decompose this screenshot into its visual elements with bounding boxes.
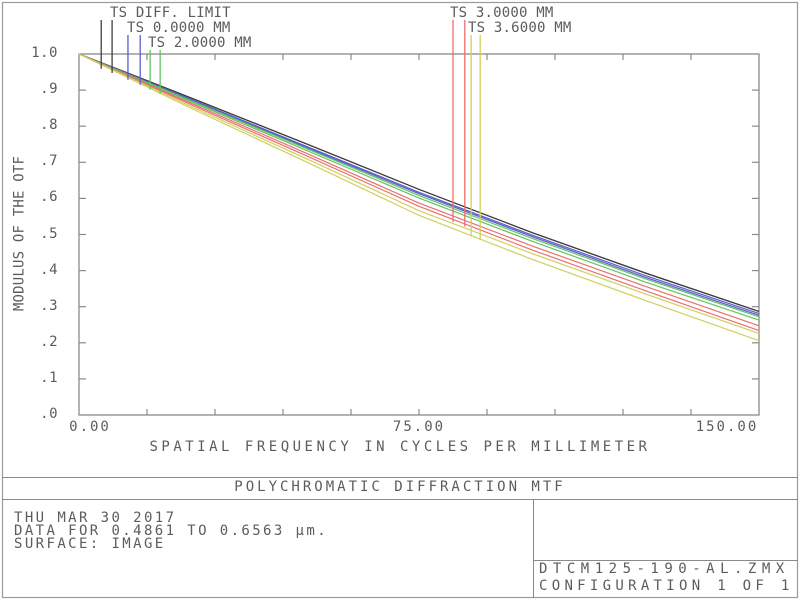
mtf-curve-t-ts-3-0000-mm [78, 53, 760, 327]
footer-right-divider [533, 560, 798, 561]
legend-label: TS 3.6000 MM [468, 20, 572, 36]
title-band-bottom-rule [2, 499, 798, 500]
mtf-curve-t-ts-3-6000-mm [78, 53, 760, 334]
mtf-curve-t-ts-0-0000-mm [78, 53, 760, 315]
legend-label: TS DIFF. LIMIT [110, 5, 231, 21]
footer-vertical-divider [533, 499, 534, 598]
legend-label: TS 2.0000 MM [148, 35, 252, 51]
plot-title: POLYCHROMATIC DIFFRACTION MTF [234, 479, 566, 495]
y-tick-label: .4 [40, 261, 58, 278]
mtf-curve-s-ts-3-0000-mm [78, 53, 760, 332]
y-tick-label: .6 [40, 189, 58, 206]
mtf-curve-s-ts-diff-limit [78, 53, 760, 312]
y-tick-label: .1 [40, 369, 58, 386]
footer-configuration: CONFIGURATION 1 OF 1 [539, 578, 794, 594]
mtf-curve-t-ts-2-0000-mm [78, 53, 760, 318]
y-tick-label: .7 [40, 153, 58, 170]
y-tick-label: .8 [40, 117, 58, 134]
y-axis-title: MODULUS OF THE OTF [11, 155, 28, 312]
x-tick-label: 150.00 [695, 419, 759, 435]
footer-surface: SURFACE: IMAGE [14, 536, 166, 552]
y-tick-label: 1.0 [31, 45, 58, 61]
y-tick-label: .5 [40, 225, 58, 242]
legend-label: TS 3.0000 MM [450, 5, 554, 21]
x-tick-label: 75.00 [392, 419, 446, 435]
y-tick-label: .9 [40, 81, 58, 98]
mtf-curve-s-ts-0-0000-mm [78, 53, 760, 316]
x-axis-title: SPATIAL FREQUENCY IN CYCLES PER MILLIMET… [149, 439, 651, 455]
legend-label: TS 0.0000 MM [127, 20, 231, 36]
x-tick-label: 0.00 [69, 419, 111, 435]
y-tick-label: .3 [40, 297, 58, 314]
mtf-curve-s-ts-3-6000-mm [78, 53, 760, 342]
y-tick-label: .2 [40, 333, 58, 350]
title-band-top-rule [2, 477, 798, 478]
footer-filename: DTCM125-190-AL.ZMX [539, 561, 790, 577]
footer-wavelength-range: DATA FOR 0.4861 TO 0.6563 µm. [14, 523, 329, 539]
footer-date: THU MAR 30 2017 [14, 510, 177, 526]
mtf-curve-s-ts-2-0000-mm [78, 53, 760, 321]
y-tick-label: .0 [40, 406, 58, 422]
